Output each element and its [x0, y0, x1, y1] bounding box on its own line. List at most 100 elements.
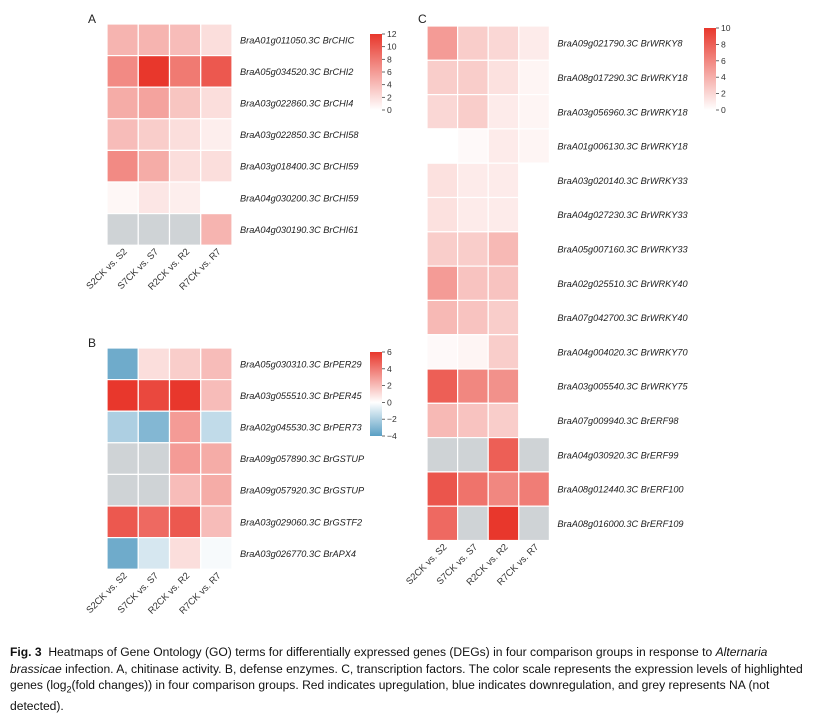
heatmap-cell	[200, 149, 233, 183]
heatmap-cell	[426, 265, 459, 302]
heatmap-cell	[487, 59, 520, 96]
heatmap-cell	[487, 402, 520, 439]
heatmap-cell	[487, 128, 520, 164]
figure-label: Fig. 3	[10, 645, 42, 659]
heatmap-cell	[168, 54, 202, 88]
panel-label-c: C	[418, 12, 427, 26]
heatmap-cell	[168, 473, 202, 507]
heatmap-cell	[426, 299, 459, 336]
heatmap-cell	[457, 265, 489, 302]
heatmap-cell	[457, 505, 489, 542]
row-label: BraA03g029060.3C BrGSTF2	[240, 517, 362, 527]
heatmap-cell	[426, 93, 459, 130]
color-scale-tick-label: 2	[721, 89, 726, 99]
heatmap-cell	[137, 149, 171, 183]
row-label: BraA01g006130.3C BrWRKY18	[557, 142, 688, 152]
heatmap-cell	[487, 25, 520, 61]
heatmap-cell	[137, 442, 171, 475]
heatmap-cell	[518, 402, 550, 439]
heatmap-cell	[168, 23, 202, 57]
heatmap-cell	[137, 347, 171, 381]
heatmap-cell	[137, 213, 171, 246]
heatmap-cell	[518, 25, 550, 61]
heatmap-cell	[200, 213, 233, 246]
row-label: BraA02g025510.3C BrWRKY40	[557, 279, 688, 289]
heatmap-cell	[200, 536, 233, 570]
row-label: BraA03g018400.3C BrCHI59	[240, 162, 359, 172]
row-label: BraA03g022860.3C BrCHI4	[240, 99, 353, 109]
heatmap-cell	[168, 86, 202, 120]
row-label: BraA07g042700.3C BrWRKY40	[557, 313, 688, 323]
heatmap-cell	[457, 471, 489, 507]
row-label: BraA01g011050.3C BrCHIC	[240, 35, 355, 45]
heatmap-cell	[518, 59, 550, 96]
heatmap-cell	[137, 473, 171, 507]
row-label: BraA05g034520.3C BrCHI2	[240, 67, 353, 77]
panel-b-heatmap: B BraA05g030310.3C BrPER29 BraA03g055510.3…	[84, 336, 397, 616]
heatmap-cell	[106, 86, 139, 120]
heatmap-cell	[426, 25, 459, 61]
heatmap-cell	[106, 473, 139, 507]
heatmap-cell	[200, 347, 233, 381]
heatmap-cell	[137, 54, 171, 88]
heatmap-cell	[487, 471, 520, 507]
heatmap-cell	[106, 118, 139, 152]
heatmap-cell	[137, 379, 171, 412]
row-label: BraA07g009940.3C BrERF98	[557, 416, 679, 426]
row-label: BraA09g021790.3C BrWRKY8	[557, 39, 683, 49]
color-scale-tick-label: 0	[387, 397, 392, 407]
heatmap-cell	[137, 181, 171, 215]
heatmap-cell	[457, 368, 489, 404]
heatmap-cell	[168, 347, 202, 381]
heatmap-cell	[168, 379, 202, 412]
row-label: BraA02g045530.3C BrPER73	[240, 423, 362, 433]
heatmap-cell	[168, 213, 202, 246]
color-scale-tick-label: 4	[721, 72, 726, 82]
heatmap-cell	[426, 162, 459, 199]
color-scale-tick-label: 6	[721, 56, 726, 66]
heatmap-cell	[426, 231, 459, 267]
heatmap-cell	[137, 86, 171, 120]
heatmap-cell	[457, 25, 489, 61]
heatmap-cell	[457, 402, 489, 439]
heatmap-cell	[457, 299, 489, 336]
color-scale-bar	[370, 352, 382, 436]
heatmap-cell	[487, 368, 520, 404]
heatmap-cell	[426, 471, 459, 507]
row-label: BraA09g057920.3C BrGSTUP	[240, 486, 365, 496]
color-scale-tick-label: 10	[387, 42, 397, 52]
heatmap-cell	[168, 118, 202, 152]
row-label: BraA09g057890.3C BrGSTUP	[240, 454, 365, 464]
color-scale-tick-label: −2	[387, 414, 397, 424]
heatmap-cell	[518, 93, 550, 130]
row-label: BraA04g027230.3C BrWRKY33	[557, 210, 688, 220]
figure-heatmaps: A BraA01g011050.3C BrCHIC BraA05g034520.3C…	[84, 12, 731, 616]
color-scale-tick-label: 12	[387, 29, 397, 39]
heatmap-cell	[426, 505, 459, 542]
heatmap-cell	[106, 23, 139, 57]
color-scale-bar	[704, 28, 716, 110]
heatmap-cell	[457, 334, 489, 370]
heatmap-cell	[518, 334, 550, 370]
heatmap-cell	[518, 437, 550, 473]
heatmap-cell	[518, 162, 550, 199]
panel-label-b: B	[88, 336, 96, 350]
heatmap-cell	[518, 265, 550, 302]
caption-text-2: infection. A, chitinase activity. B, def…	[10, 661, 803, 693]
color-scale-tick-label: 8	[387, 54, 392, 64]
row-label: BraA03g055510.3C BrPER45	[240, 391, 362, 401]
heatmap-cell	[137, 410, 171, 444]
row-label: BraA04g004020.3C BrWRKY70	[557, 347, 688, 357]
heatmap-cell	[168, 410, 202, 444]
heatmap-cell	[106, 536, 139, 570]
row-label: BraA04g030190.3C BrCHI61	[240, 225, 359, 235]
heatmap-cell	[457, 162, 489, 199]
heatmap-cell	[518, 196, 550, 233]
heatmap-cell	[200, 118, 233, 152]
heatmap-cell	[168, 149, 202, 183]
heatmap-cell	[137, 23, 171, 57]
caption-subscript: 2	[66, 684, 72, 695]
row-label: BraA05g030310.3C BrPER29	[240, 359, 362, 369]
color-scale-tick-label: 8	[721, 39, 726, 49]
heatmap-cell	[518, 231, 550, 267]
